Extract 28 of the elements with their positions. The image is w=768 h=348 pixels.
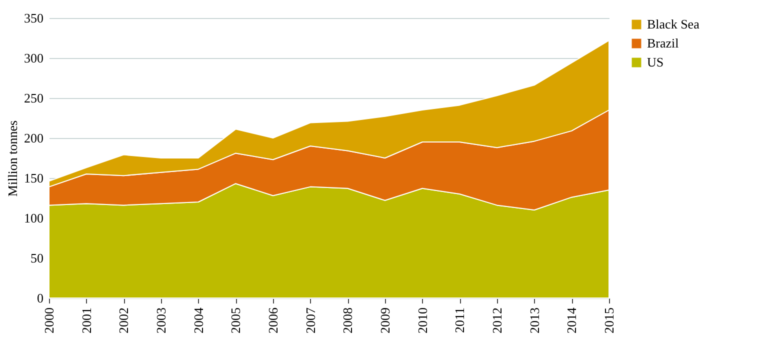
x-tick-label: 2014: [564, 307, 580, 334]
x-tick-label: 2009: [378, 308, 392, 334]
x-tick-label: 2005: [228, 308, 244, 334]
legend-label: Brazil: [647, 36, 680, 50]
y-tick-label: 350: [24, 10, 44, 26]
x-tick-label: 2003: [154, 308, 168, 334]
y-tick-label: 0: [37, 290, 44, 306]
y-tick-label: 150: [24, 170, 44, 186]
x-tick-label: 2011: [452, 308, 468, 334]
y-tick-label: 100: [24, 210, 44, 226]
y-tick-label: 50: [30, 250, 44, 266]
x-tick-label: 2008: [340, 308, 356, 334]
y-tick-label: 200: [24, 130, 44, 146]
y-tick-label: 300: [24, 50, 44, 66]
x-tick-label: 2007: [302, 307, 318, 334]
y-axis-title: Million tonnes: [5, 120, 20, 197]
x-tick-label: 2000: [42, 308, 56, 334]
legend-label: US: [647, 54, 664, 70]
x-tick-label: 2013: [526, 308, 542, 334]
y-tick-label: 250: [24, 90, 44, 106]
x-tick-label: 2001: [78, 308, 94, 334]
x-tick-label: 2004: [190, 307, 206, 334]
x-tick-label: 2015: [602, 308, 616, 334]
legend-label: Black Sea: [647, 16, 700, 32]
x-tick-label: 2012: [490, 308, 504, 334]
x-tick-label: 2006: [266, 307, 280, 334]
x-tick-label: 2010: [414, 308, 430, 334]
x-tick-label: 2002: [116, 308, 132, 334]
